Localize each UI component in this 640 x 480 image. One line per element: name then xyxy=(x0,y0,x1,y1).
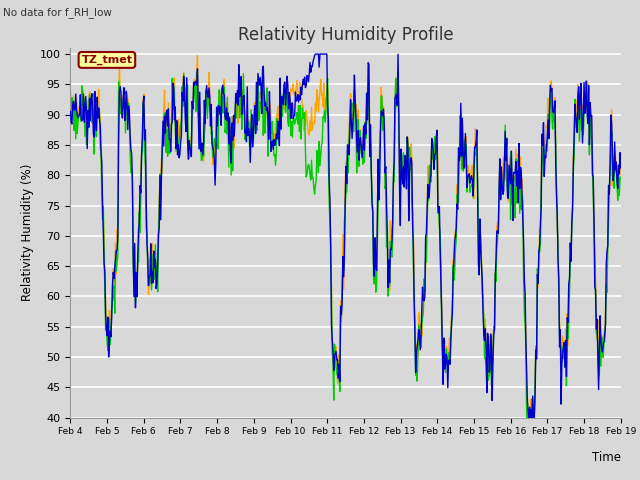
22m xyxy=(617,165,625,171)
Line: RH 1.8m: RH 1.8m xyxy=(70,55,621,416)
RH 1.8m xyxy=(189,111,196,117)
RH 6.0m xyxy=(189,102,196,108)
RH 1.8m xyxy=(413,342,421,348)
RH 6.0m xyxy=(523,415,531,420)
22m xyxy=(312,51,320,57)
RH 1.8m xyxy=(67,89,74,95)
22m xyxy=(218,85,226,91)
RH 6.0m xyxy=(413,378,421,384)
RH 6.0m xyxy=(617,174,625,180)
Line: 22m: 22m xyxy=(70,54,621,418)
22m xyxy=(525,415,532,420)
22m xyxy=(77,92,84,97)
RH 6.0m xyxy=(394,69,402,74)
Title: Relativity Humidity Profile: Relativity Humidity Profile xyxy=(238,25,453,44)
22m xyxy=(133,294,141,300)
RH 6.0m xyxy=(133,282,141,288)
RH 1.8m xyxy=(617,157,625,163)
RH 6.0m xyxy=(77,104,84,109)
Line: RH 6.0m: RH 6.0m xyxy=(70,72,621,418)
RH 6.0m xyxy=(218,94,226,99)
22m xyxy=(413,344,421,349)
22m xyxy=(189,106,196,112)
Legend: RH 1.8m, RH 6.0m, 22m: RH 1.8m, RH 6.0m, 22m xyxy=(201,475,490,480)
RH 1.8m xyxy=(133,270,141,276)
22m xyxy=(67,109,74,115)
RH 1.8m xyxy=(219,90,227,96)
Y-axis label: Relativity Humidity (%): Relativity Humidity (%) xyxy=(21,164,34,301)
RH 1.8m xyxy=(77,99,84,105)
RH 6.0m xyxy=(67,112,74,118)
Text: No data for f_RH_low: No data for f_RH_low xyxy=(3,7,112,18)
RH 1.8m xyxy=(429,146,437,152)
RH 1.8m xyxy=(194,52,202,58)
Text: TZ_tmet: TZ_tmet xyxy=(81,55,132,65)
RH 1.8m xyxy=(531,413,538,419)
22m xyxy=(429,148,437,154)
Text: Time: Time xyxy=(592,451,621,464)
RH 6.0m xyxy=(429,157,437,163)
